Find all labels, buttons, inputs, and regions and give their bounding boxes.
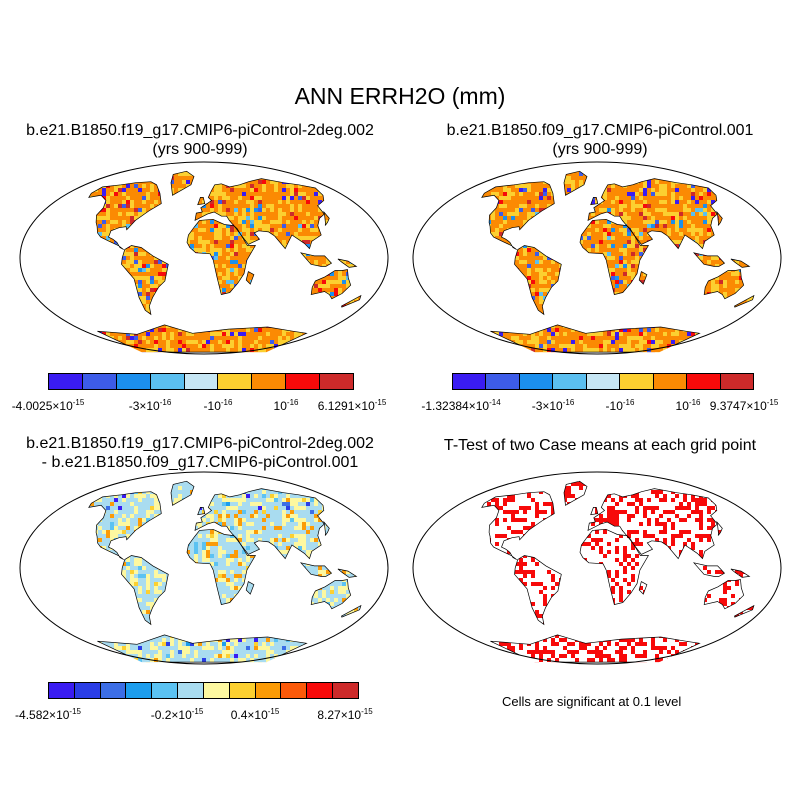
colorbar-swatch — [320, 374, 354, 389]
colorbar2-label: -1.32384×10-14 — [421, 398, 501, 413]
colorbar2-label: -10-16 — [605, 398, 635, 413]
colorbar-swatch — [49, 683, 75, 698]
colorbar-swatch — [49, 374, 83, 389]
colorbar-swatch — [519, 374, 554, 389]
colorbar-swatch — [687, 374, 721, 389]
map-border — [412, 471, 782, 665]
colorbar-panel-2 — [452, 373, 754, 390]
map-panel-4 — [412, 471, 782, 665]
colorbar-swatch — [184, 374, 219, 389]
colorbar3-label: 8.27×10-15 — [317, 707, 373, 722]
panel2-title: b.e21.B1850.f09_g17.CMIP6-piControl.001 … — [400, 121, 800, 159]
colorbar1-label: -10-16 — [203, 398, 233, 413]
panel2-title-line2: (yrs 900-999) — [552, 141, 648, 158]
colorbar2-label: -3×10-16 — [531, 398, 575, 413]
colorbar-swatch — [252, 374, 287, 389]
colorbar-swatch — [218, 374, 253, 389]
panel2-title-line1: b.e21.B1850.f09_g17.CMIP6-piControl.001 — [446, 122, 754, 139]
colorbar-swatch — [100, 683, 127, 698]
colorbar-swatch — [82, 374, 117, 389]
colorbar-swatch — [333, 683, 358, 698]
colorbar-swatch — [307, 683, 334, 698]
colorbar-swatch — [152, 683, 179, 698]
colorbar-swatch — [286, 374, 321, 389]
map-panel-2 — [412, 161, 782, 355]
colorbar1-label: -3×10-16 — [128, 398, 172, 413]
colorbar-swatch — [486, 374, 520, 389]
colorbar-swatch — [116, 374, 151, 389]
colorbar-swatch — [178, 683, 204, 698]
ocean — [20, 162, 388, 354]
colorbar-swatch — [653, 374, 688, 389]
colorbar1-label: -4.0025×10-15 — [11, 398, 85, 413]
panel1-title-line2: (yrs 900-999) — [152, 141, 248, 158]
colorbar-swatch — [203, 683, 230, 698]
colorbar-swatch — [620, 374, 654, 389]
colorbar-swatch — [453, 374, 487, 389]
colorbar-panel-3 — [48, 682, 359, 699]
colorbar1-label: 10-16 — [273, 398, 299, 413]
colorbar2-label: 10-16 — [675, 398, 701, 413]
panel3-title: b.e21.B1850.f19_g17.CMIP6-piControl-2deg… — [0, 434, 400, 472]
panel3-title-line1: b.e21.B1850.f19_g17.CMIP6-piControl-2deg… — [26, 435, 374, 452]
ocean — [20, 472, 388, 664]
panel3-title-line2: - b.e21.B1850.f09_g17.CMIP6-piControl.00… — [41, 454, 359, 471]
coastlines — [88, 480, 362, 663]
colorbar3-label: -0.2×10-15 — [150, 707, 204, 722]
colorbar-swatch — [229, 683, 256, 698]
ocean — [413, 162, 781, 354]
colorbar-panel-1 — [48, 373, 354, 390]
panel4-title: T-Test of two Case means at each grid po… — [400, 436, 800, 455]
coastlines — [481, 170, 755, 353]
significance-note: Cells are significant at 0.1 level — [502, 694, 682, 709]
colorbar-swatch — [586, 374, 621, 389]
figure-title: ANN ERRH2O (mm) — [294, 83, 506, 109]
colorbar-swatch — [720, 374, 753, 389]
map-border — [412, 161, 782, 355]
map-panel-1 — [19, 161, 389, 355]
colorbar-swatch — [150, 374, 185, 389]
colorbar-swatch — [281, 683, 308, 698]
map-border — [19, 471, 389, 665]
map-border — [19, 161, 389, 355]
colorbar1-label: 6.1291×10-15 — [317, 398, 387, 413]
colorbar-swatch — [126, 683, 153, 698]
panel1-title-line1: b.e21.B1850.f19_g17.CMIP6-piControl-2deg… — [26, 122, 374, 139]
panel1-title: b.e21.B1850.f19_g17.CMIP6-piControl-2deg… — [0, 121, 400, 159]
coastlines — [481, 480, 755, 663]
colorbar-swatch — [255, 683, 282, 698]
colorbar3-label: -4.582×10-15 — [15, 707, 81, 722]
colorbar3-label: 0.4×10-15 — [230, 707, 280, 722]
panel4-title-line1: T-Test of two Case means at each grid po… — [443, 437, 757, 454]
colorbar2-label: 9.3747×10-15 — [709, 398, 779, 413]
ocean — [413, 472, 781, 664]
colorbar-swatch — [553, 374, 587, 389]
coastlines — [88, 170, 362, 353]
colorbar-swatch — [74, 683, 101, 698]
map-panel-3 — [19, 471, 389, 665]
